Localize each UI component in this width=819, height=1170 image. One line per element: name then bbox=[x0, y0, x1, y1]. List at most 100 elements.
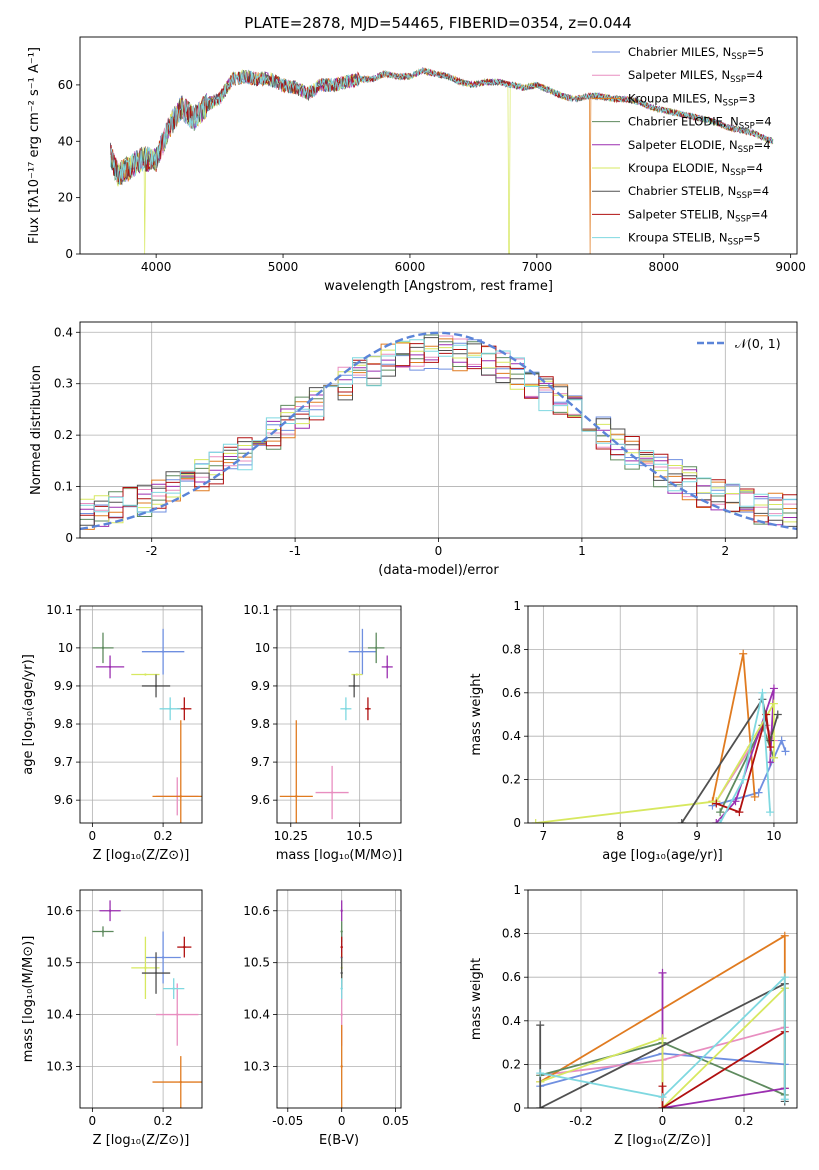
y-axis-label: mass weight bbox=[469, 673, 484, 755]
x-tick-label: 9 bbox=[693, 829, 701, 843]
histogram-step bbox=[80, 339, 797, 517]
data-point bbox=[161, 956, 165, 959]
plot-area bbox=[80, 331, 797, 531]
data-marker bbox=[777, 736, 786, 745]
data-point bbox=[366, 707, 370, 710]
weight-line bbox=[661, 972, 785, 1108]
y-tick-label: 10.5 bbox=[46, 956, 73, 970]
x-tick-label: 0.2 bbox=[154, 1114, 173, 1128]
y-tick-label: 10 bbox=[255, 641, 270, 655]
x-tick-label: 0.2 bbox=[154, 829, 173, 843]
y-tick-label: 10.3 bbox=[243, 1059, 270, 1073]
data-point bbox=[144, 966, 147, 970]
spectrum-line bbox=[110, 68, 774, 186]
data-point bbox=[340, 945, 343, 949]
y-tick-label: 0.2 bbox=[54, 428, 73, 442]
y-tick-label: 0 bbox=[65, 531, 73, 545]
spectrum-line bbox=[110, 67, 774, 185]
y-tick-label: 0.1 bbox=[54, 480, 73, 494]
y-axis-label: Flux [fλ10⁻¹⁷ erg cm⁻² s⁻¹ A⁻¹] bbox=[27, 47, 42, 244]
data-point bbox=[361, 650, 364, 653]
axes-residual-hist: -2 -1 0 1 2 0 0.1 0.2 0.3 0.4 (data-model)/error No… bbox=[29, 321, 798, 578]
data-point bbox=[154, 684, 158, 688]
data-marker bbox=[735, 808, 744, 817]
data-marker bbox=[769, 699, 778, 708]
plot-area bbox=[92, 900, 202, 1108]
axes-mass-vs-Z: 0 0.2 10.3 10.4 10.5 10.6 Z [log₁₀(Z/Z⊙)] mass … bbox=[21, 889, 203, 1148]
y-axis-label: age [log₁₀(age/yr)] bbox=[21, 654, 36, 775]
y-tick-label: 10.5 bbox=[243, 956, 270, 970]
y-tick-label: 0.4 bbox=[502, 1014, 521, 1028]
y-tick-label: 0 bbox=[65, 247, 73, 261]
grid bbox=[277, 606, 401, 823]
data-point bbox=[172, 987, 175, 990]
plot-area bbox=[536, 931, 789, 1108]
x-tick-label: 0 bbox=[659, 1114, 667, 1128]
y-tick-label: 10.4 bbox=[243, 1008, 270, 1022]
data-point bbox=[355, 673, 359, 676]
axes-spectrum: 4000 5000 6000 7000 8000 9000 0 20 40 60 wavelengt… bbox=[27, 36, 806, 294]
x-axis-label: Z [log₁₀(Z/Z⊙)] bbox=[93, 848, 190, 863]
data-point bbox=[161, 650, 165, 653]
y-tick-label: 0.6 bbox=[502, 970, 521, 984]
x-tick-label: 6000 bbox=[395, 260, 426, 274]
data-marker bbox=[780, 931, 789, 940]
data-marker bbox=[536, 1021, 545, 1030]
y-tick-label: 1 bbox=[513, 883, 521, 897]
x-axis-label: Z [log₁₀(Z/Z⊙)] bbox=[614, 1133, 711, 1148]
axes-frame bbox=[276, 889, 402, 1109]
y-tick-label: 10.6 bbox=[243, 904, 270, 918]
data-point bbox=[344, 707, 348, 710]
data-point bbox=[340, 1065, 343, 1068]
axes-frame bbox=[79, 889, 203, 1109]
x-tick-label: 5000 bbox=[268, 260, 299, 274]
grid bbox=[80, 606, 202, 823]
y-tick-label: 10.4 bbox=[46, 1008, 73, 1022]
y-axis-label: Normed distribution bbox=[29, 365, 44, 495]
data-point bbox=[179, 1080, 182, 1084]
data-marker bbox=[531, 819, 540, 823]
grid bbox=[277, 890, 401, 1108]
figure-title: PLATE=2878, MJD=54465, FIBERID=0354, z=0… bbox=[244, 14, 631, 32]
axes-frame bbox=[527, 889, 798, 1109]
x-tick-label: 0 bbox=[435, 544, 443, 558]
y-tick-label: 10.6 bbox=[46, 904, 73, 918]
data-marker bbox=[781, 747, 790, 756]
x-tick-label: 10.25 bbox=[274, 829, 308, 843]
data-point bbox=[108, 909, 112, 912]
x-axis-label: wavelength [Angstrom, rest frame] bbox=[324, 279, 553, 294]
data-marker bbox=[758, 688, 767, 697]
y-tick-label: 9.7 bbox=[54, 755, 73, 769]
x-axis-label: mass [log₁₀(M/M⊙)] bbox=[276, 848, 403, 863]
data-point bbox=[386, 665, 389, 669]
y-tick-label: 0.4 bbox=[54, 325, 73, 339]
plot-area bbox=[531, 649, 790, 823]
x-tick-label: 0 bbox=[89, 1114, 97, 1128]
y-tick-label: 10.3 bbox=[46, 1059, 73, 1073]
data-point bbox=[168, 707, 172, 710]
data-point bbox=[340, 930, 343, 933]
y-tick-label: 9.8 bbox=[54, 717, 73, 731]
y-tick-label: 0.2 bbox=[502, 1057, 521, 1071]
data-marker bbox=[754, 788, 763, 797]
legend-entry: Salpeter ELODIE, NSSP=4 bbox=[628, 138, 771, 155]
y-tick-label: 0.2 bbox=[502, 773, 521, 787]
x-tick-label: 4000 bbox=[141, 260, 172, 274]
data-marker bbox=[658, 968, 667, 977]
x-tick-label: 10.5 bbox=[346, 829, 373, 843]
x-axis-label: age [log₁₀(age/yr)] bbox=[602, 848, 723, 863]
data-point bbox=[295, 795, 298, 798]
legend-entry: Kroupa ELODIE, NSSP=4 bbox=[628, 161, 763, 178]
data-point bbox=[375, 646, 378, 650]
axes-age-vs-mass: 10.25 10.5 9.6 9.7 9.8 9.9 10 10.1 mass [log₁₀(M… bbox=[243, 603, 403, 863]
data-marker bbox=[769, 684, 778, 693]
legend-entry: Salpeter MILES, NSSP=4 bbox=[628, 68, 763, 85]
axes-frame bbox=[79, 605, 203, 824]
plot-area bbox=[279, 628, 393, 823]
y-tick-label: 0.4 bbox=[502, 729, 521, 743]
x-axis-label: E(B-V) bbox=[319, 1133, 359, 1148]
x-tick-label: -1 bbox=[289, 544, 301, 558]
weight-line bbox=[539, 987, 786, 1108]
y-axis-label: mass [log₁₀(M/M⊙)] bbox=[21, 936, 36, 1063]
histogram-step bbox=[80, 339, 797, 518]
